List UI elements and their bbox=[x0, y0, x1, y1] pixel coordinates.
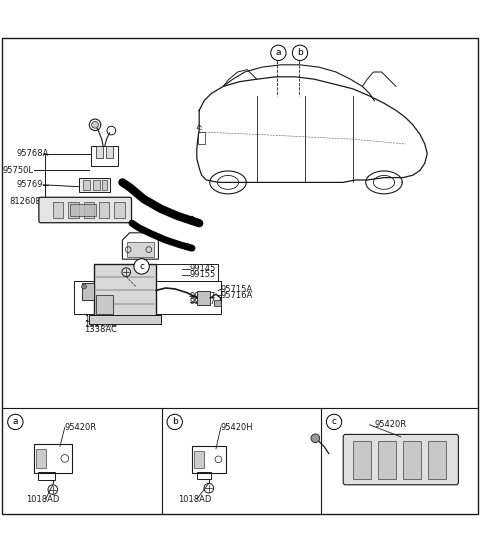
Text: 81260B: 81260B bbox=[10, 197, 42, 206]
Text: 99145: 99145 bbox=[190, 264, 216, 273]
FancyBboxPatch shape bbox=[39, 197, 132, 222]
Text: b: b bbox=[297, 49, 303, 57]
Bar bbox=[74, 281, 221, 315]
Bar bbox=[96, 295, 113, 315]
Text: 1018AD: 1018AD bbox=[26, 495, 60, 504]
Circle shape bbox=[134, 259, 149, 274]
Bar bbox=[91, 146, 118, 166]
Text: 95716A: 95716A bbox=[221, 291, 253, 300]
Bar bbox=[53, 202, 63, 218]
Text: c: c bbox=[139, 262, 144, 271]
Text: 1338AD: 1338AD bbox=[84, 315, 118, 323]
Text: 1327AC: 1327AC bbox=[84, 320, 117, 329]
Bar bbox=[214, 300, 221, 306]
Bar bbox=[36, 449, 46, 468]
Circle shape bbox=[326, 414, 342, 429]
Bar bbox=[197, 291, 210, 305]
Bar bbox=[82, 283, 94, 300]
Text: 95750L: 95750L bbox=[2, 166, 34, 175]
Circle shape bbox=[92, 121, 98, 128]
Bar bbox=[93, 180, 100, 189]
Bar bbox=[192, 447, 226, 473]
Text: 95769: 95769 bbox=[17, 181, 43, 189]
Text: 99147: 99147 bbox=[190, 291, 216, 301]
Text: 95420R: 95420R bbox=[374, 420, 407, 429]
Text: 95715A: 95715A bbox=[221, 285, 253, 294]
Bar bbox=[149, 264, 218, 281]
Bar bbox=[89, 315, 161, 324]
Bar bbox=[353, 440, 371, 479]
Bar bbox=[96, 146, 103, 158]
Bar bbox=[106, 146, 113, 158]
Circle shape bbox=[82, 284, 86, 289]
Circle shape bbox=[167, 414, 182, 429]
FancyBboxPatch shape bbox=[343, 434, 458, 485]
Bar bbox=[84, 202, 94, 218]
Text: 95420R: 95420R bbox=[65, 423, 97, 432]
Bar bbox=[102, 180, 107, 189]
Bar bbox=[114, 202, 125, 218]
Bar bbox=[83, 180, 90, 189]
Circle shape bbox=[122, 268, 131, 277]
Circle shape bbox=[271, 45, 286, 61]
Bar bbox=[127, 242, 154, 257]
Circle shape bbox=[48, 485, 58, 495]
Text: c: c bbox=[332, 417, 336, 426]
Bar bbox=[198, 132, 205, 144]
Text: 95420H: 95420H bbox=[221, 423, 253, 432]
Bar bbox=[378, 440, 396, 479]
Text: b: b bbox=[172, 417, 178, 426]
Text: 99157: 99157 bbox=[190, 298, 216, 306]
Bar bbox=[34, 444, 72, 473]
Circle shape bbox=[8, 414, 23, 429]
Bar bbox=[194, 451, 204, 468]
Bar bbox=[79, 178, 110, 192]
Text: a: a bbox=[12, 417, 18, 426]
Text: a: a bbox=[276, 49, 281, 57]
Text: 99155: 99155 bbox=[190, 270, 216, 279]
Bar bbox=[38, 472, 55, 480]
Bar bbox=[68, 202, 79, 218]
Text: 95768A: 95768A bbox=[17, 149, 49, 158]
Bar bbox=[94, 264, 156, 317]
Circle shape bbox=[292, 45, 308, 61]
Circle shape bbox=[311, 434, 320, 443]
Bar bbox=[99, 202, 109, 218]
Bar bbox=[70, 204, 96, 216]
Text: 1338AC: 1338AC bbox=[84, 325, 117, 335]
Bar bbox=[428, 440, 446, 479]
Bar bbox=[197, 472, 211, 479]
Circle shape bbox=[204, 484, 214, 493]
Bar bbox=[403, 440, 421, 479]
Text: 1018AD: 1018AD bbox=[178, 495, 211, 504]
